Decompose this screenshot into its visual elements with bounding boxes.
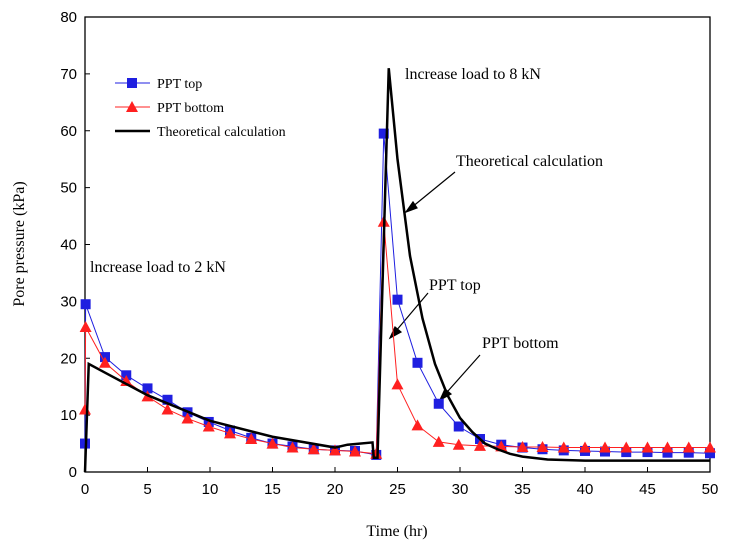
marker [682,441,695,453]
annotation: Theoretical calculation [456,153,603,170]
marker [202,420,215,432]
annotation: PPT bottom [482,335,559,352]
marker [620,441,633,453]
marker [349,445,361,457]
marker [378,128,389,139]
marker [433,398,444,409]
marker [536,440,549,452]
x-tick-label: 25 [389,481,406,498]
y-tick-label: 70 [60,66,77,83]
annotation: lncrease load to 8 kN [405,66,541,83]
x-tick-label: 15 [264,481,281,498]
y-tick-label: 10 [60,407,77,424]
x-tick-label: 5 [143,481,151,498]
marker [579,441,591,453]
marker [516,440,529,452]
marker [99,356,111,368]
marker [245,433,258,445]
x-tick-label: 35 [514,481,531,498]
marker [79,320,92,332]
legend-label: PPT bottom [157,101,224,116]
x-tick-label: 30 [452,481,469,498]
marker [704,441,716,453]
legend-label: PPT top [157,77,202,92]
marker [557,441,570,453]
marker [599,441,611,453]
marker [705,448,715,459]
marker [127,78,137,88]
x-tick-label: 40 [577,481,594,498]
marker [662,447,673,458]
y-tick-label: 40 [60,237,77,254]
marker [474,439,486,451]
marker [126,101,138,112]
marker [80,299,91,310]
series-line [83,68,710,473]
marker [181,412,194,424]
marker [161,403,174,415]
x-tick-label: 0 [81,481,89,498]
y-axis-title: Pore pressure (kPa) [11,181,28,306]
x-axis-title: Time (hr) [366,523,427,540]
marker [79,403,91,415]
marker [162,394,173,405]
marker [286,441,299,453]
y-tick-label: 20 [60,350,77,367]
series-line [84,221,710,455]
x-tick-label: 10 [202,481,219,498]
marker [683,447,694,458]
annotation: PPT top [429,277,481,294]
annotation: lncrease load to 2 kN [90,259,226,276]
y-tick-label: 30 [60,293,77,310]
x-tick-label: 45 [639,481,656,498]
marker [452,438,465,450]
marker [142,383,153,394]
x-tick-label: 50 [702,481,719,498]
marker [392,294,403,305]
marker [224,427,236,439]
y-tick-label: 0 [69,464,77,481]
y-tick-label: 50 [60,180,77,197]
y-tick-label: 60 [60,123,77,140]
y-tick-label: 80 [60,9,77,26]
marker [411,419,424,431]
legend-label: Theoretical calculation [157,125,286,140]
marker [266,437,279,449]
arrows [388,171,481,402]
marker [453,421,464,432]
marker [391,378,404,390]
marker [641,441,654,453]
marker [412,357,423,368]
marker [432,435,445,447]
x-tick-label: 20 [327,481,344,498]
marker [329,444,341,456]
marker [307,443,320,455]
marker [661,441,674,453]
